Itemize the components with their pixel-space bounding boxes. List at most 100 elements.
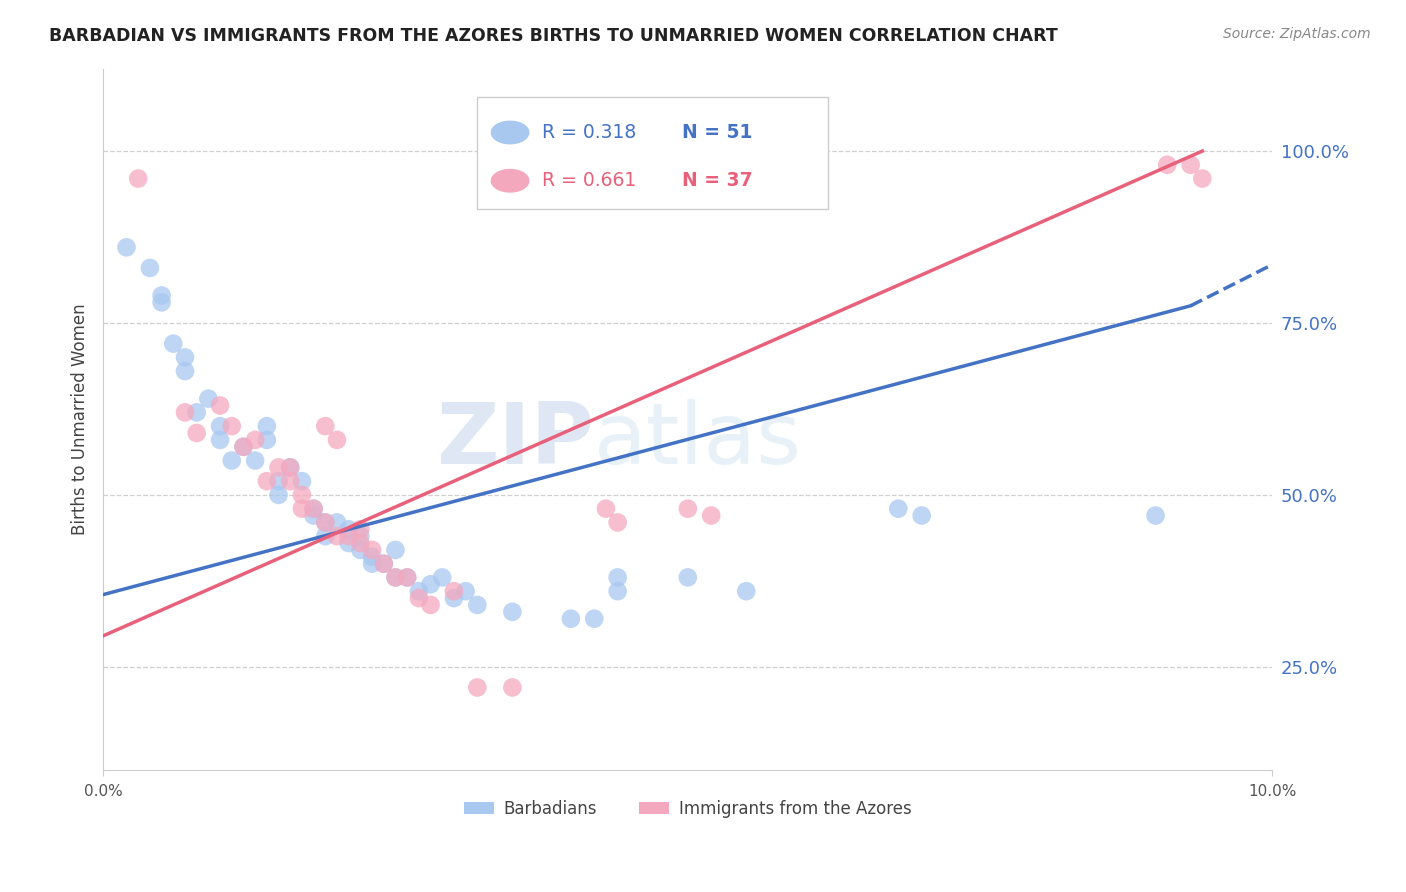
Point: [454, 584, 477, 599]
Point: [150, 288, 173, 302]
Point: [361, 543, 384, 558]
Point: [465, 681, 488, 695]
Point: [302, 508, 325, 523]
Point: [408, 584, 430, 599]
Point: [606, 584, 628, 599]
Point: [232, 440, 254, 454]
Point: [583, 612, 606, 626]
Point: [349, 529, 371, 543]
Point: [174, 405, 197, 419]
Text: BARBADIAN VS IMMIGRANTS FROM THE AZORES BIRTHS TO UNMARRIED WOMEN CORRELATION CH: BARBADIAN VS IMMIGRANTS FROM THE AZORES …: [49, 27, 1057, 45]
Point: [887, 501, 910, 516]
Point: [256, 419, 278, 434]
Text: Source: ZipAtlas.com: Source: ZipAtlas.com: [1223, 27, 1371, 41]
Point: [419, 577, 441, 591]
Point: [911, 508, 934, 523]
Point: [209, 433, 232, 447]
Point: [150, 295, 173, 310]
Point: [443, 591, 465, 605]
Point: [384, 570, 406, 584]
Point: [349, 536, 371, 550]
Point: [209, 399, 232, 413]
Point: [1191, 171, 1213, 186]
Point: [291, 501, 314, 516]
Point: [256, 433, 278, 447]
Point: [676, 501, 699, 516]
Point: [209, 419, 232, 434]
Point: [373, 557, 395, 571]
Point: [373, 557, 395, 571]
Text: R = 0.318: R = 0.318: [541, 123, 636, 142]
Point: [174, 351, 197, 365]
Point: [197, 392, 219, 406]
Point: [337, 522, 360, 536]
Point: [267, 474, 290, 488]
Point: [419, 598, 441, 612]
Point: [302, 501, 325, 516]
Point: [278, 460, 301, 475]
Text: R = 0.661: R = 0.661: [541, 171, 636, 190]
Point: [326, 516, 349, 530]
Point: [465, 598, 488, 612]
Circle shape: [491, 121, 529, 144]
Point: [432, 570, 454, 584]
Point: [1156, 158, 1178, 172]
Point: [326, 529, 349, 543]
Point: [302, 501, 325, 516]
Point: [501, 681, 523, 695]
Point: [349, 522, 371, 536]
Point: [1144, 508, 1167, 523]
Point: [174, 364, 197, 378]
Point: [396, 570, 419, 584]
Point: [396, 570, 419, 584]
Point: [267, 460, 290, 475]
Point: [361, 549, 384, 564]
Point: [139, 260, 162, 275]
Point: [314, 529, 336, 543]
Point: [232, 440, 254, 454]
Point: [1180, 158, 1202, 172]
Point: [221, 453, 243, 467]
Point: [735, 584, 758, 599]
Y-axis label: Births to Unmarried Women: Births to Unmarried Women: [72, 303, 89, 535]
Point: [384, 570, 406, 584]
Point: [314, 419, 336, 434]
Text: atlas: atlas: [595, 399, 803, 482]
Circle shape: [491, 169, 529, 192]
Point: [337, 529, 360, 543]
Point: [606, 516, 628, 530]
Point: [384, 543, 406, 558]
Point: [278, 474, 301, 488]
Point: [314, 516, 336, 530]
Point: [676, 570, 699, 584]
Text: N = 37: N = 37: [682, 171, 752, 190]
Point: [278, 460, 301, 475]
Point: [408, 591, 430, 605]
Point: [349, 543, 371, 558]
Point: [326, 433, 349, 447]
Point: [162, 336, 184, 351]
Point: [291, 488, 314, 502]
Point: [361, 557, 384, 571]
Point: [186, 425, 208, 440]
Point: [700, 508, 723, 523]
Text: ZIP: ZIP: [436, 399, 595, 482]
Text: N = 51: N = 51: [682, 123, 752, 142]
FancyBboxPatch shape: [477, 96, 828, 209]
Point: [243, 433, 266, 447]
Point: [186, 405, 208, 419]
Legend: Barbadians, Immigrants from the Azores: Barbadians, Immigrants from the Azores: [457, 794, 918, 825]
Point: [127, 171, 149, 186]
Point: [443, 584, 465, 599]
Point: [595, 501, 617, 516]
Point: [606, 570, 628, 584]
Point: [243, 453, 266, 467]
Point: [267, 488, 290, 502]
Point: [560, 612, 582, 626]
Point: [221, 419, 243, 434]
Point: [501, 605, 523, 619]
Point: [337, 536, 360, 550]
Point: [115, 240, 138, 254]
Point: [314, 516, 336, 530]
Point: [291, 474, 314, 488]
